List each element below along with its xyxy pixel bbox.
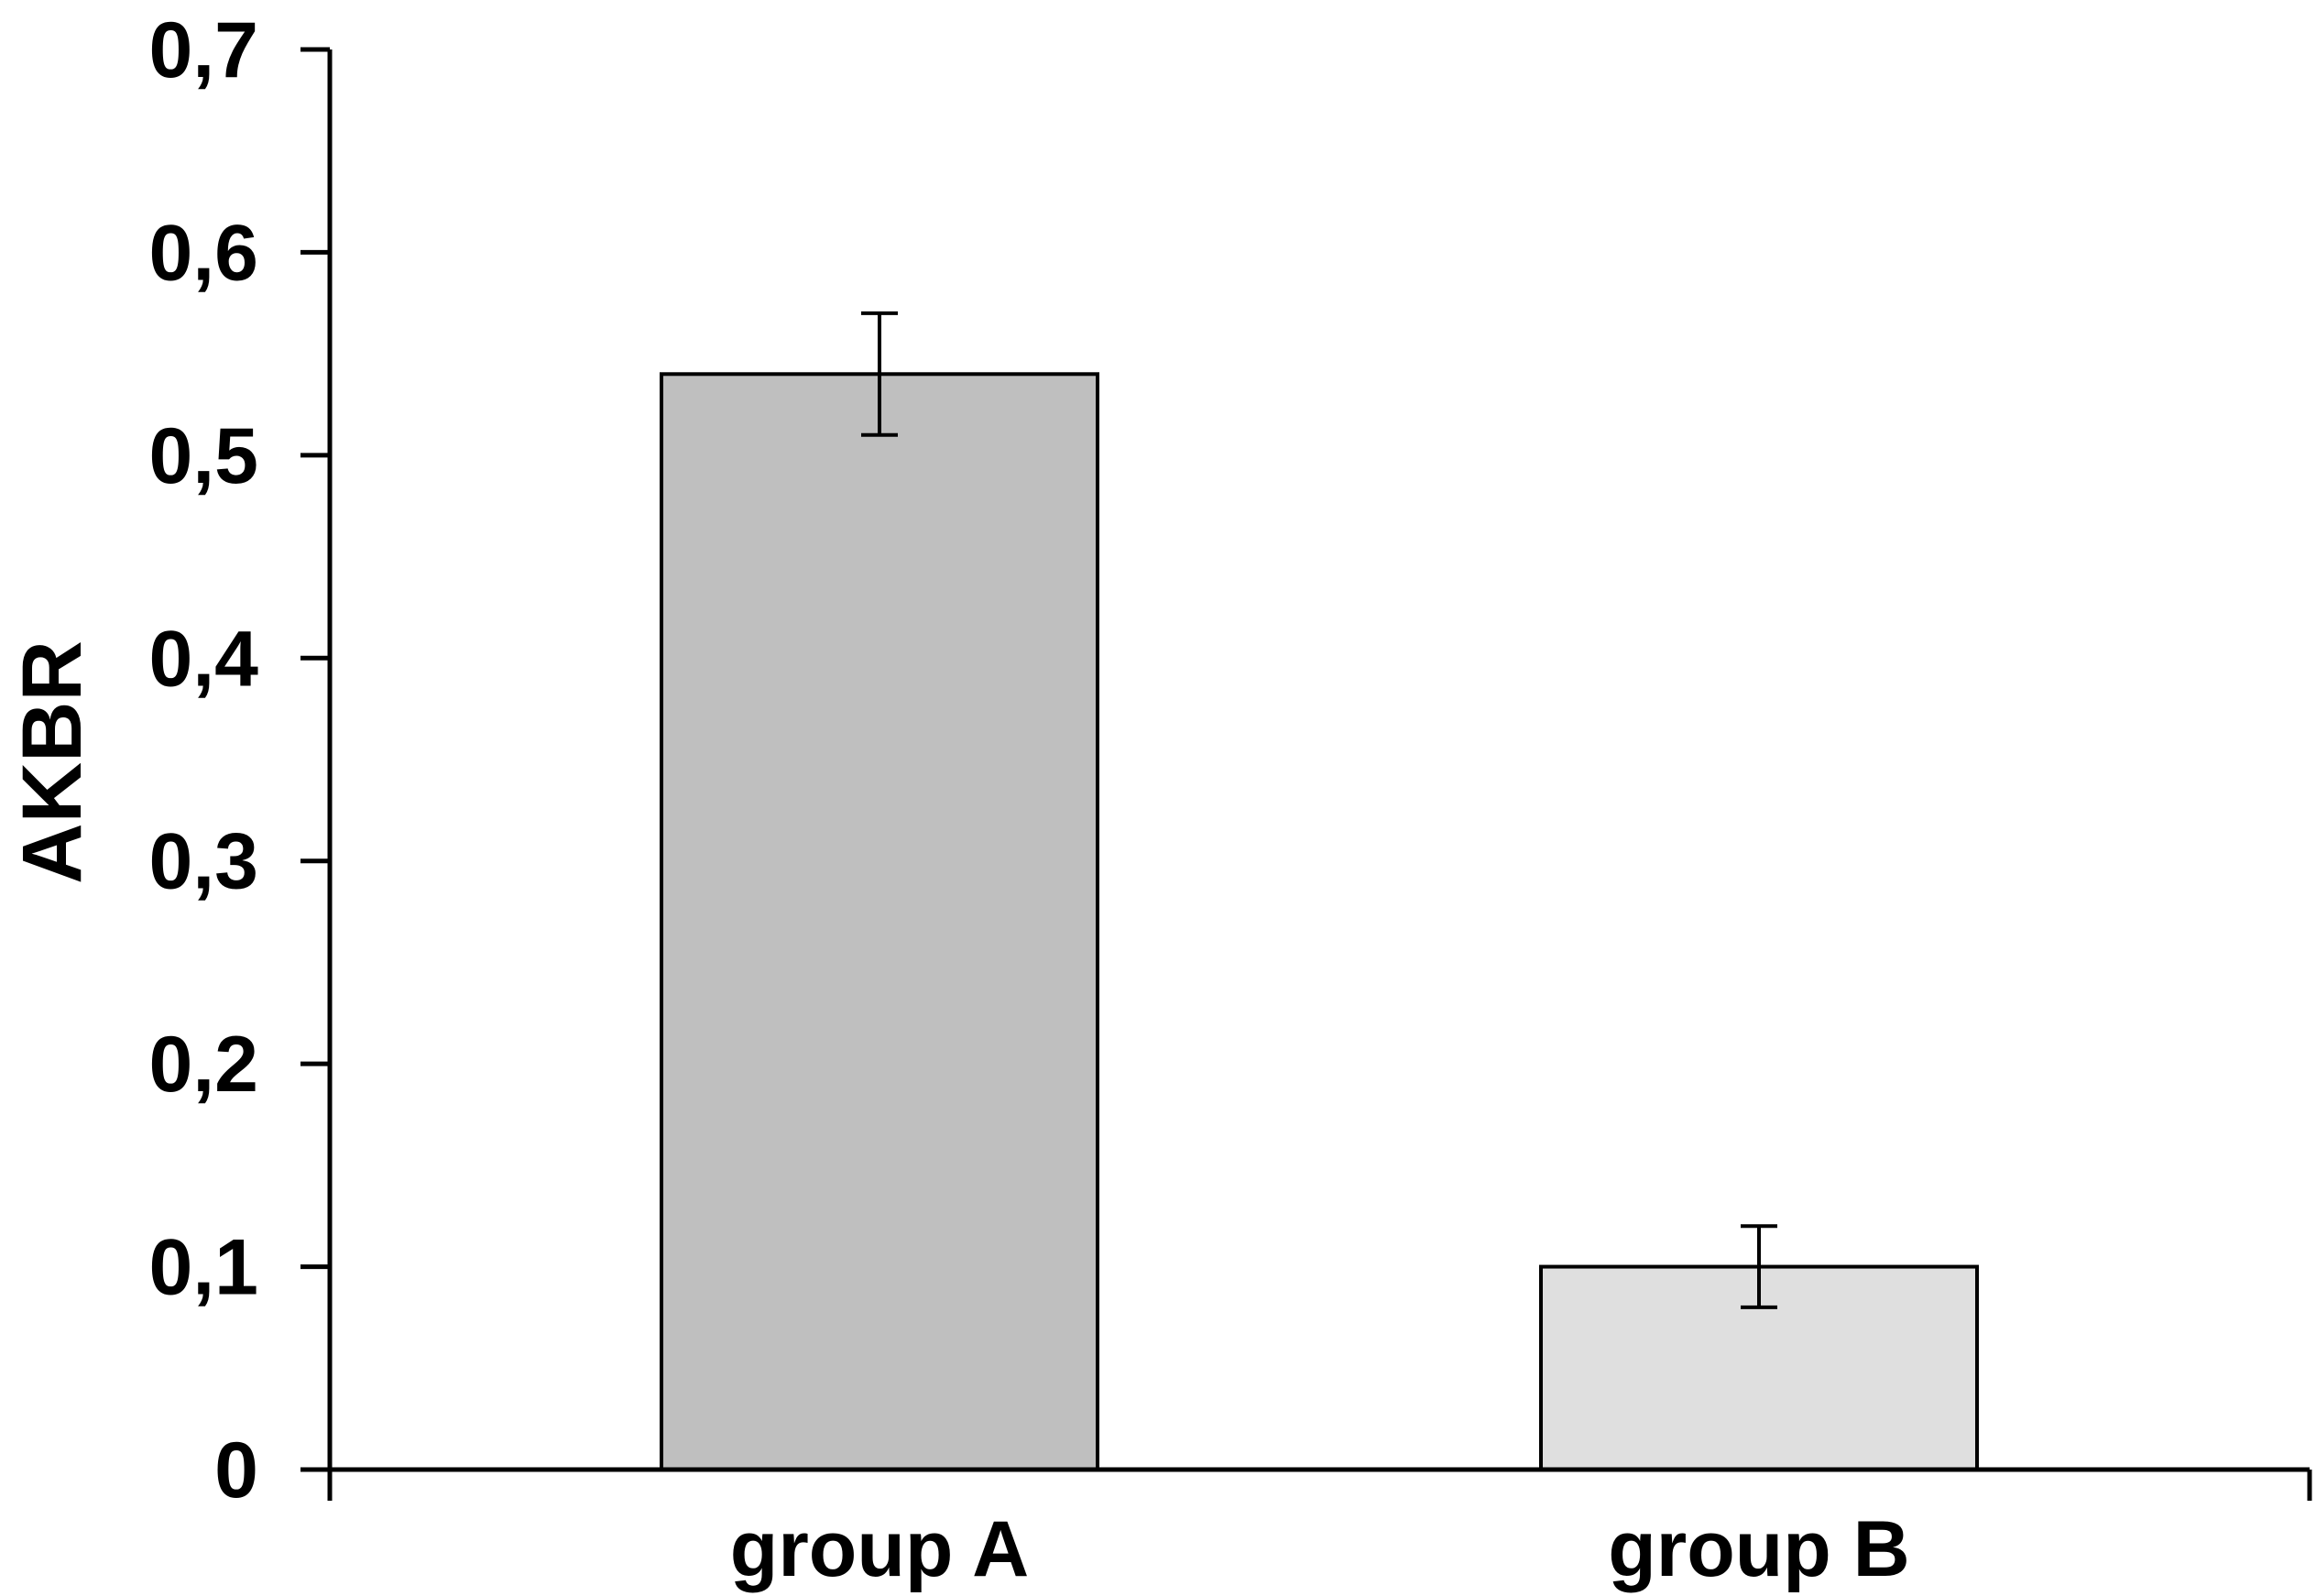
y-tick-label: 0,1 (148, 1224, 258, 1312)
x-tick-label: group A (730, 1505, 1029, 1593)
x-tick-label: group B (1608, 1505, 1910, 1593)
bar-group-a (660, 372, 1099, 1471)
bars-layer (660, 372, 1979, 1471)
y-tick-label: 0,5 (148, 412, 258, 500)
y-tick-label: 0 (214, 1427, 258, 1514)
y-tick-label: 0,3 (148, 818, 258, 906)
labels-layer: group A group B 0 0,1 0,2 0,3 0,4 0,5 0,6 0,7 (148, 6, 1909, 1593)
axes-layer (300, 47, 2312, 1501)
error-bars-layer (861, 311, 1777, 1309)
y-tick-label: 0,4 (148, 615, 258, 703)
y-tick-label: 0,2 (148, 1021, 258, 1109)
y-tick-label: 0,7 (148, 6, 258, 94)
y-axis-title: AKBR (5, 640, 99, 884)
y-tick-label: 0,6 (148, 209, 258, 297)
